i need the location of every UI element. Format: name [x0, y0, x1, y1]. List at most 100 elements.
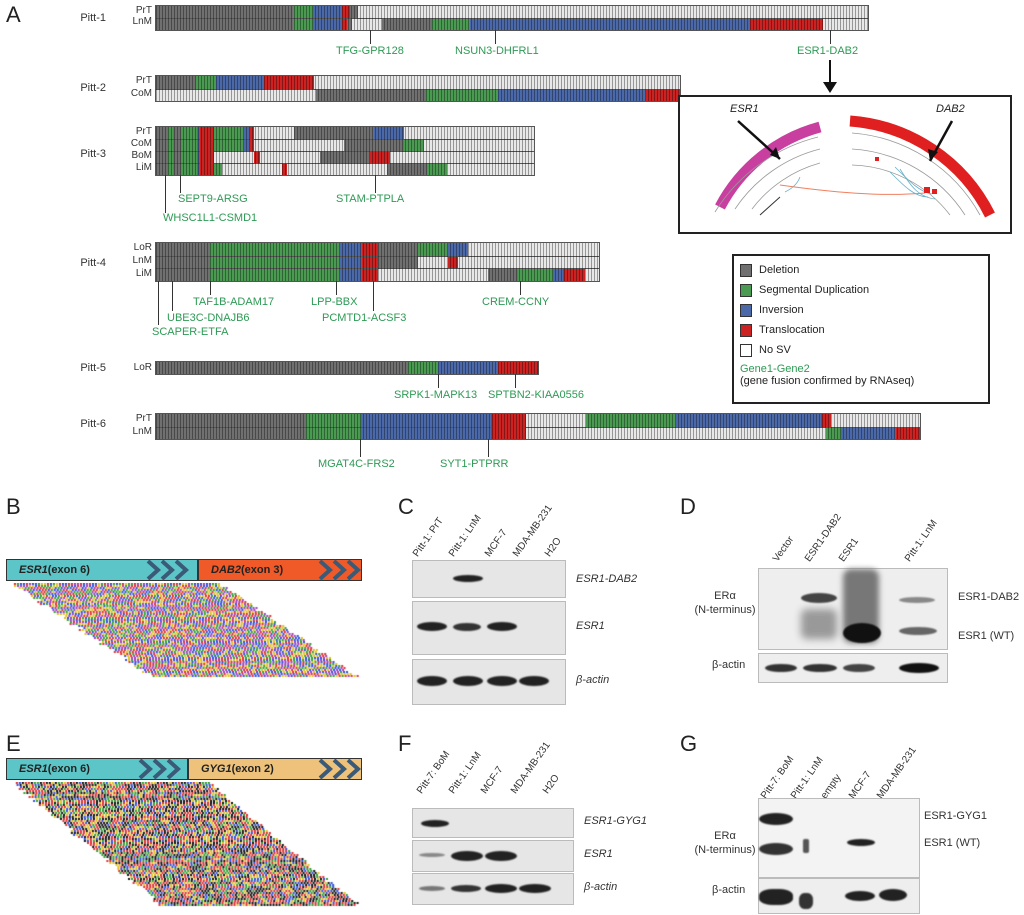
chevron-icon	[138, 758, 181, 780]
sv-segment	[156, 426, 306, 439]
sv-track-pitt-5	[155, 361, 539, 375]
lane-label: empty	[818, 772, 844, 801]
sv-segment	[156, 18, 293, 30]
sv-segment	[264, 76, 314, 89]
sv-segment	[823, 18, 868, 30]
row-label: LnM	[132, 426, 152, 437]
sv-segment	[447, 163, 534, 175]
sv-segment	[427, 163, 447, 175]
legend-item-no-sv: No SV	[734, 340, 988, 360]
fusion-label: SPTBN2-KIAA0556	[488, 389, 584, 401]
fusion-label: MGAT4C-FRS2	[318, 458, 395, 470]
sv-segment	[210, 255, 340, 269]
blot-band-label: ESR1 (WT)	[924, 837, 981, 849]
fusion-label: ESR1-DAB2	[797, 45, 859, 57]
sv-segment	[200, 163, 214, 175]
sv-segment	[254, 139, 344, 151]
sv-segment	[676, 414, 821, 427]
patient-label-pitt-1: Pitt-1	[80, 12, 106, 24]
gel-esr1-dab2	[412, 560, 566, 598]
gel-row-label: ESR1-GYG1	[584, 815, 647, 827]
sv-segment	[526, 414, 586, 427]
lane-label: H2O	[540, 772, 562, 796]
sv-segment	[156, 362, 408, 374]
sv-segment	[646, 88, 680, 101]
sv-segment	[358, 6, 868, 18]
legend-fusion-note: (gene fusion confirmed by RNAseq)	[740, 375, 915, 387]
panel-letter-d: D	[680, 494, 696, 519]
legend-item-deletion: Deletion	[734, 260, 988, 280]
gel-esr1	[412, 840, 574, 872]
panel-letter-c: C	[398, 494, 414, 519]
sv-track-pitt-6	[155, 413, 921, 440]
sv-segment	[378, 268, 488, 281]
sv-segment	[468, 243, 599, 256]
sv-segment	[244, 139, 250, 151]
sv-segment	[200, 127, 214, 139]
sv-segment	[491, 426, 526, 439]
sv-segment	[387, 163, 427, 175]
sv-segment	[831, 414, 920, 427]
gel-row-label: β-actin	[576, 674, 610, 686]
sv-segment	[750, 18, 823, 30]
blot-band-label: ESR1 (WT)	[958, 630, 1015, 642]
sv-track-pitt-1	[155, 5, 869, 31]
sv-segment	[222, 163, 282, 175]
sv-track-pitt-2	[155, 75, 681, 102]
patient-label-pitt-3: Pitt-3	[80, 148, 106, 160]
blot-y-label: (N-terminus)	[694, 844, 756, 856]
sv-segment	[361, 426, 491, 439]
sv-segment	[378, 243, 418, 256]
sv-segment	[320, 151, 370, 163]
blot-y-label: ERα	[714, 590, 736, 602]
sv-segment	[250, 139, 254, 151]
blot-band-label: ESR1-GYG1	[924, 810, 987, 822]
sv-track-pitt-3	[155, 126, 535, 176]
sv-segment	[200, 151, 214, 163]
gel-row-label: ESR1-DAB2	[576, 573, 638, 585]
row-label: LiM	[135, 162, 152, 173]
read-alignment-b	[6, 583, 366, 678]
sv-segment	[498, 362, 538, 374]
gel-beta-actin	[412, 659, 566, 705]
sv-segment	[216, 76, 264, 89]
read-alignment-e	[6, 782, 366, 907]
sv-segment	[306, 426, 361, 439]
sv-segment	[214, 127, 244, 139]
western-blot-actin	[758, 653, 948, 683]
sv-segment	[488, 268, 518, 281]
fusion-label: LPP-BBX	[311, 296, 358, 308]
sv-segment	[197, 139, 200, 151]
sv-segment	[314, 76, 680, 89]
fusion-label: UBE3C-DNAJB6	[167, 312, 250, 324]
sv-segment	[156, 151, 168, 163]
sv-segment	[563, 268, 585, 281]
sv-segment	[408, 362, 438, 374]
sv-segment	[362, 243, 378, 256]
western-blot-era	[758, 798, 920, 878]
gel-row-label: ESR1	[576, 620, 605, 632]
sv-segment	[470, 18, 750, 30]
legend-item-duplication: Segmental Duplication	[734, 280, 988, 300]
sv-segment	[173, 151, 181, 163]
sv-segment	[293, 6, 313, 18]
patient-label-pitt-2: Pitt-2	[80, 82, 106, 94]
sv-segment	[168, 163, 173, 175]
sv-segment	[418, 255, 448, 269]
sv-segment	[181, 163, 197, 175]
fusion-label: WHSC1L1-CSMD1	[163, 212, 258, 224]
sv-segment	[313, 6, 342, 18]
sv-segment	[254, 127, 294, 139]
sv-segment	[418, 243, 448, 256]
sv-segment	[197, 151, 200, 163]
sv-segment	[156, 268, 210, 281]
chevron-icon	[318, 758, 361, 780]
sv-segment	[260, 151, 320, 163]
arrow-down-icon	[823, 60, 837, 93]
sv-segment	[294, 127, 374, 139]
sv-segment	[173, 139, 181, 151]
sv-segment	[313, 18, 342, 30]
gel-esr1-gyg1	[412, 808, 574, 838]
sv-segment	[244, 127, 250, 139]
patient-label-pitt-4: Pitt-4	[80, 257, 106, 269]
